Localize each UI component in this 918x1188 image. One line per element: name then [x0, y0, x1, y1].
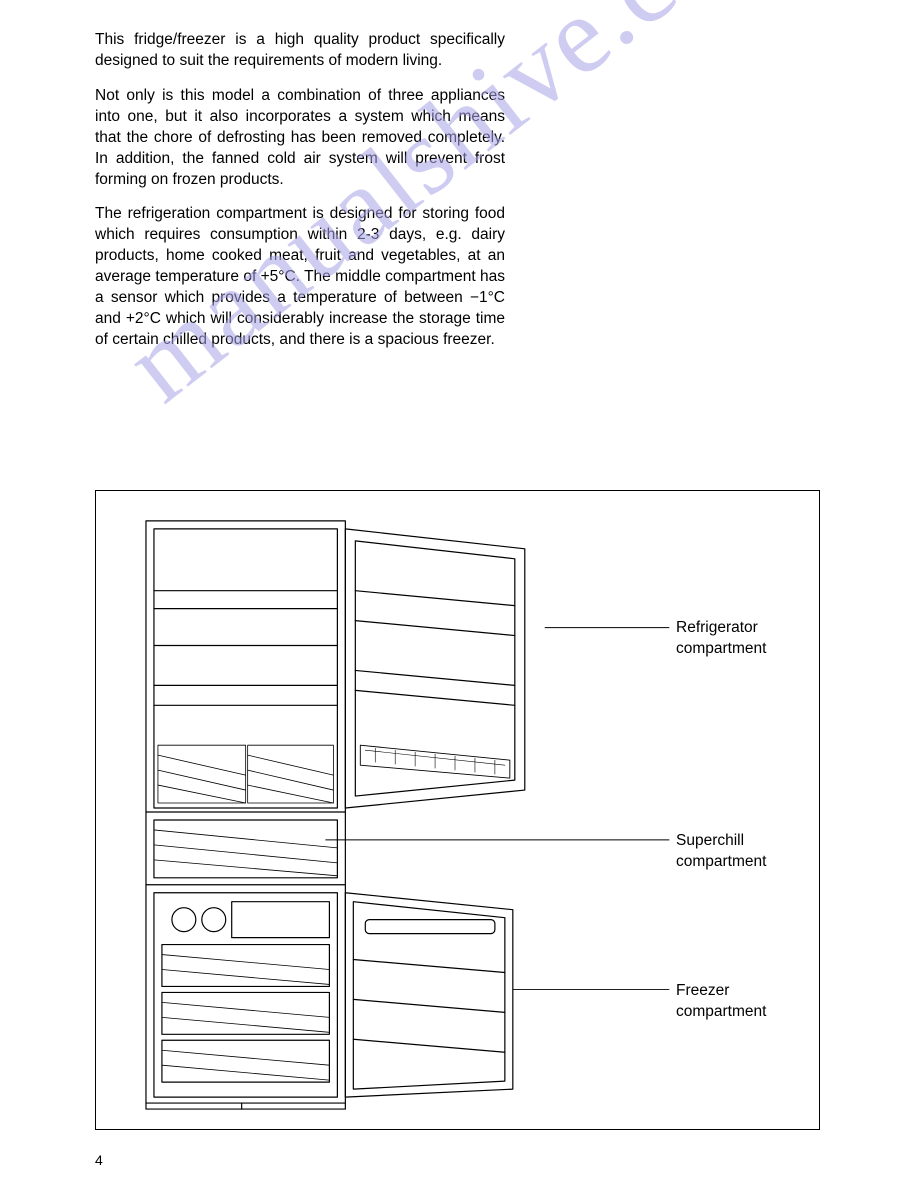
label-superchill: Superchill compartment	[676, 831, 766, 873]
label-freezer-line1: Freezer	[676, 982, 729, 999]
label-superchill-line2: compartment	[676, 853, 766, 870]
label-freezer-line2: compartment	[676, 1003, 766, 1020]
label-freezer: Freezer compartment	[676, 981, 766, 1023]
label-refrigerator: Refrigerator compartment	[676, 618, 766, 660]
label-refrigerator-line1: Refrigerator	[676, 619, 758, 636]
intro-paragraph-3: The refrigeration compartment is designe…	[95, 204, 505, 350]
appliance-diagram-frame: Refrigerator compartment Superchill comp…	[95, 490, 820, 1130]
intro-paragraph-1: This fridge/freezer is a high quality pr…	[95, 30, 505, 72]
intro-paragraph-2: Not only is this model a combination of …	[95, 86, 505, 191]
page-number: 4	[95, 1152, 103, 1168]
fridge-line-drawing	[96, 491, 819, 1129]
label-superchill-line1: Superchill	[676, 832, 744, 849]
label-refrigerator-line2: compartment	[676, 640, 766, 657]
